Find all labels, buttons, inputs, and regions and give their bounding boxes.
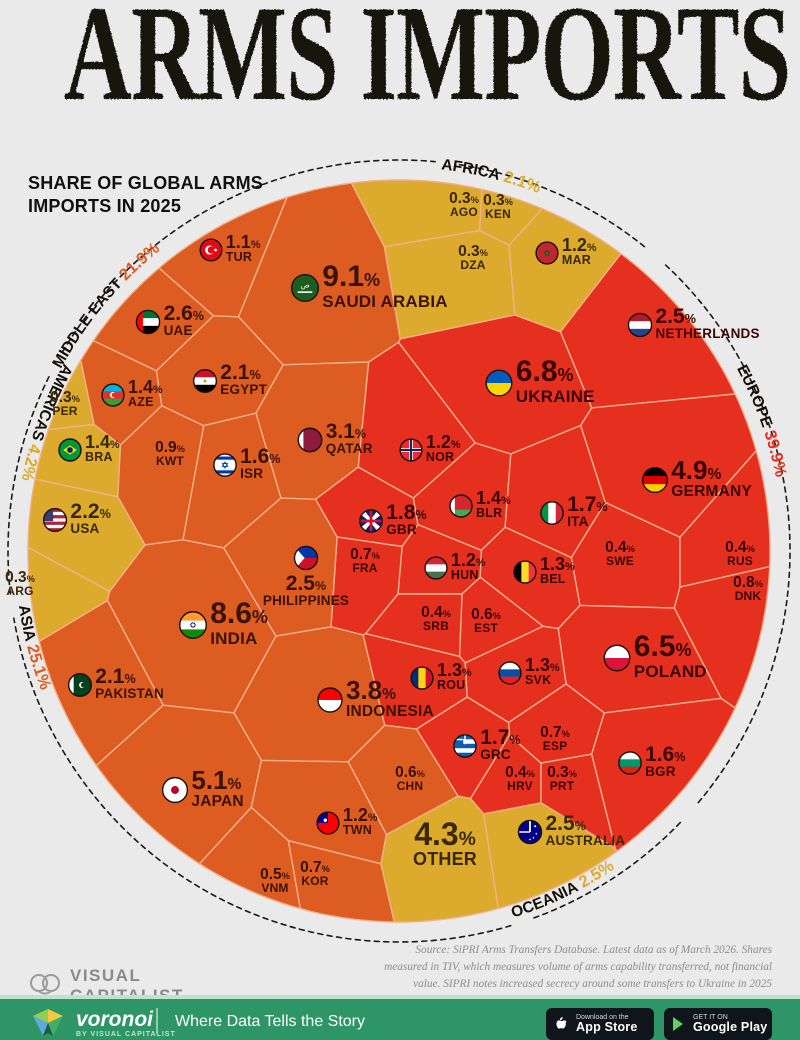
- svg-text:MIDDLE EAST 21.9%: MIDDLE EAST 21.9%: [49, 239, 163, 371]
- svg-text:OCEANIA 2.5%: OCEANIA 2.5%: [509, 857, 617, 922]
- svg-text:AMERICAS 4.2%: AMERICAS 4.2%: [18, 361, 76, 483]
